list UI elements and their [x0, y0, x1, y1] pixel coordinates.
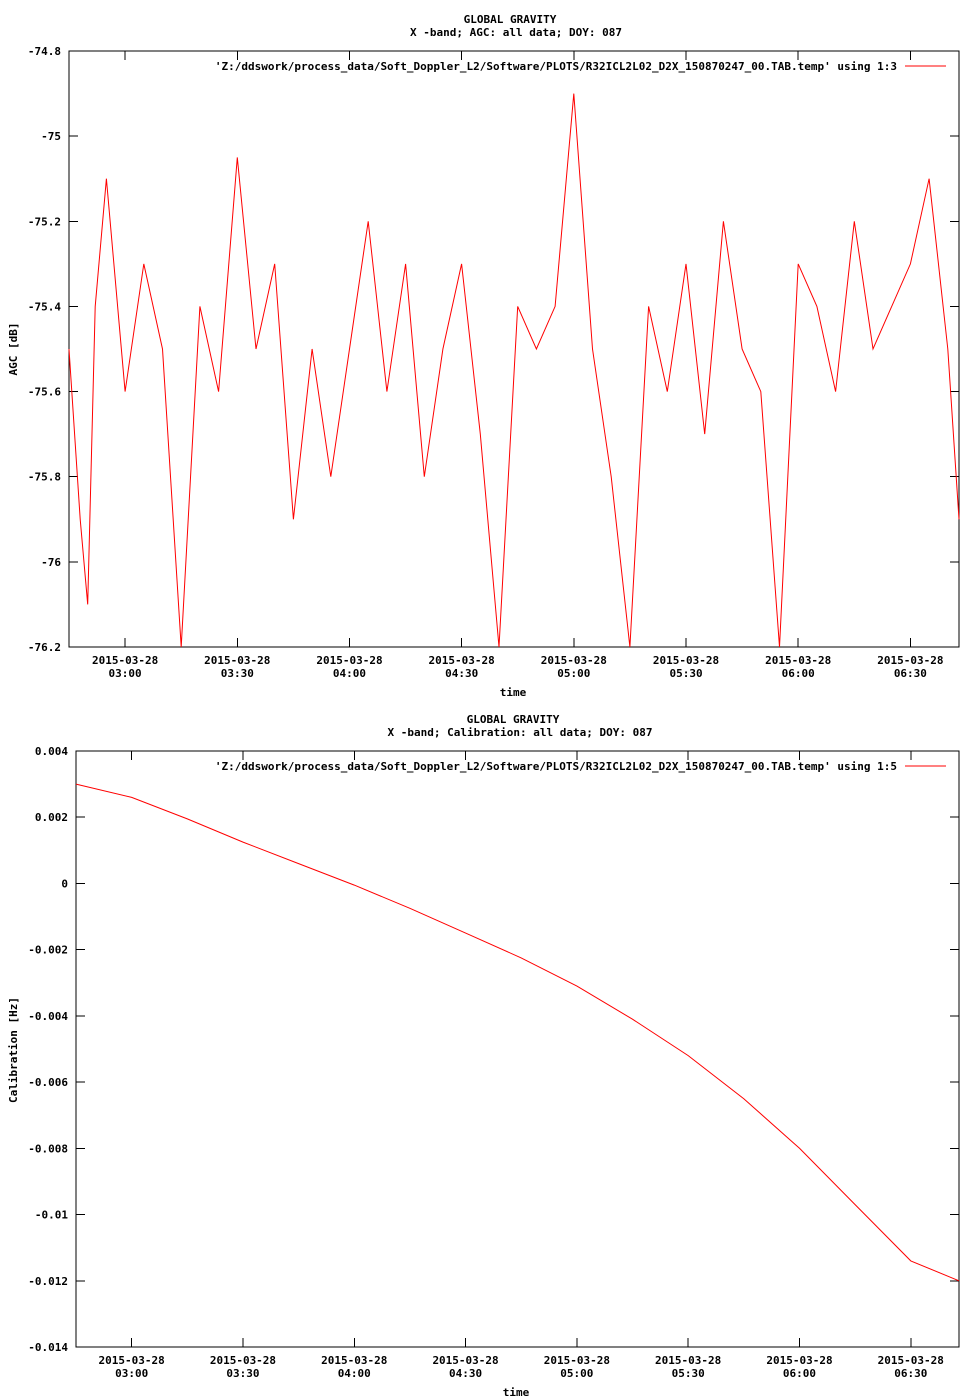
x-tick-label-date: 2015-03-28 [316, 654, 382, 667]
x-tick-label-time: 03:00 [115, 1367, 148, 1380]
series-line [68, 93, 960, 648]
y-tick-label: -75.6 [28, 386, 61, 399]
x-tick-label-time: 04:00 [333, 667, 366, 680]
x-tick-label-time: 04:30 [449, 1367, 482, 1380]
x-tick-label-time: 06:30 [894, 1367, 927, 1380]
x-tick-label-date: 2015-03-28 [878, 1354, 944, 1367]
x-axis-label: time [503, 1386, 530, 1399]
y-axis-label: AGC [dB] [7, 323, 20, 376]
x-tick-label-date: 2015-03-28 [204, 654, 270, 667]
x-tick-label-time: 04:00 [338, 1367, 371, 1380]
y-tick-label: 0.004 [35, 745, 68, 758]
x-tick-label-date: 2015-03-28 [541, 654, 607, 667]
x-tick-label-time: 04:30 [445, 667, 478, 680]
x-tick-label-time: 06:00 [783, 1367, 816, 1380]
y-tick-label: -75.8 [28, 471, 61, 484]
x-tick-label-date: 2015-03-28 [765, 654, 831, 667]
x-tick-label-date: 2015-03-28 [877, 654, 943, 667]
y-tick-label: -0.01 [35, 1209, 68, 1222]
x-axis-ticks: 2015-03-2803:002015-03-2803:302015-03-28… [99, 751, 944, 1380]
x-tick-label-time: 05:00 [557, 667, 590, 680]
y-tick-label: -75.2 [28, 215, 61, 228]
x-axis-label: time [500, 686, 527, 699]
x-tick-label-time: 03:30 [226, 1367, 259, 1380]
x-tick-label-time: 05:00 [560, 1367, 593, 1380]
y-axis-ticks: 0.004 0.002 0 -0.002 -0.004 -0.006 -0.008 -0.01… [28, 745, 959, 1354]
y-axis-label: Calibration [Hz] [7, 997, 20, 1103]
y-tick-label: 0.002 [35, 811, 68, 824]
plot-frame [75, 750, 960, 1348]
y-tick-label: -0.012 [28, 1275, 68, 1288]
x-tick-label-time: 06:00 [782, 667, 815, 680]
calibration-chart: GLOBAL GRAVITY X -band; Calibration: all… [7, 713, 960, 1399]
x-tick-label-date: 2015-03-28 [321, 1354, 387, 1367]
y-tick-label: -0.004 [28, 1010, 68, 1023]
x-tick-label-date: 2015-03-28 [99, 1354, 165, 1367]
x-tick-label-date: 2015-03-28 [210, 1354, 276, 1367]
y-tick-label: -76 [41, 556, 61, 569]
x-tick-label-date: 2015-03-28 [766, 1354, 832, 1367]
x-axis-ticks: 2015-03-2803:002015-03-2803:302015-03-28… [92, 51, 944, 680]
x-tick-label-time: 05:30 [669, 667, 702, 680]
y-tick-label: -0.002 [28, 944, 68, 957]
x-tick-label-time: 06:30 [894, 667, 927, 680]
y-tick-label: -75.4 [28, 300, 61, 313]
x-tick-label-date: 2015-03-28 [432, 1354, 498, 1367]
x-tick-label-time: 03:30 [221, 667, 254, 680]
chart-title: GLOBAL GRAVITY [464, 13, 557, 26]
series-line [75, 783, 960, 1282]
chart-subtitle: X -band; Calibration: all data; DOY: 087 [388, 726, 653, 739]
x-tick-label-date: 2015-03-28 [655, 1354, 721, 1367]
y-tick-label: -0.006 [28, 1076, 68, 1089]
y-tick-label: -0.008 [28, 1142, 68, 1155]
plot-frame [68, 50, 960, 648]
x-tick-label-date: 2015-03-28 [92, 654, 158, 667]
x-tick-label-time: 05:30 [672, 1367, 705, 1380]
y-tick-label: -75 [41, 130, 61, 143]
legend-label: 'Z:/ddswork/process_data/Soft_Doppler_L2… [215, 60, 897, 73]
x-tick-label-date: 2015-03-28 [544, 1354, 610, 1367]
y-tick-label: -76.2 [28, 641, 61, 654]
y-tick-label: -74.8 [28, 45, 61, 58]
x-tick-label-time: 03:00 [109, 667, 142, 680]
chart-title: GLOBAL GRAVITY [467, 713, 560, 726]
agc-chart: GLOBAL GRAVITY X -band; AGC: all data; D… [7, 13, 960, 699]
x-tick-label-date: 2015-03-28 [429, 654, 495, 667]
y-tick-label: -0.014 [28, 1341, 68, 1354]
y-axis-ticks: -74.8 -75 -75.2 -75.4 -75.6 -75.8 -76 -76.2 [28, 45, 959, 654]
x-tick-label-date: 2015-03-28 [653, 654, 719, 667]
chart-subtitle: X -band; AGC: all data; DOY: 087 [410, 26, 622, 39]
legend-label: 'Z:/ddswork/process_data/Soft_Doppler_L2… [215, 760, 897, 773]
y-tick-label: 0 [61, 877, 68, 890]
